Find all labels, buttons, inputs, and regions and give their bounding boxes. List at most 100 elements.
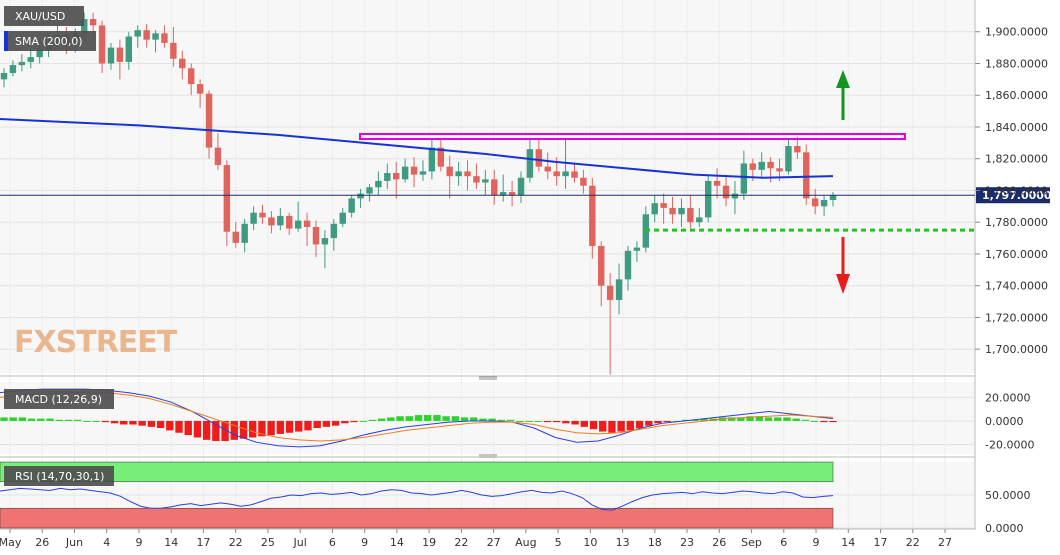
- candle-body: [107, 47, 115, 64]
- candle: [660, 193, 667, 224]
- x-tick-label: 9: [135, 536, 142, 549]
- candle-body: [81, 19, 88, 34]
- candle: [241, 219, 248, 253]
- sma-legend-label: SMA (200,0): [15, 35, 83, 48]
- rsi-line: [0, 487, 834, 511]
- candle-body: [437, 147, 444, 167]
- macd-bar: [322, 420, 331, 427]
- macd-panel: [0, 382, 975, 454]
- macd-bar: [562, 420, 570, 424]
- macd-bar: [405, 416, 413, 421]
- macd-bar: [552, 420, 561, 423]
- x-tick-label: 22: [454, 536, 468, 549]
- macd-bar: [295, 420, 303, 432]
- candle: [615, 263, 623, 315]
- candle-body: [161, 33, 168, 43]
- macd-bar: [792, 418, 800, 421]
- macd-bar: [0, 417, 8, 421]
- candle-body: [749, 163, 756, 170]
- x-tick-label: Aug: [515, 536, 536, 549]
- resize-handle[interactable]: [479, 376, 497, 380]
- macd-bar: [506, 419, 515, 421]
- candle: [205, 90, 213, 159]
- y-tick-label: 1,780.0000: [985, 216, 1048, 229]
- macd-bar: [645, 420, 653, 426]
- candle: [259, 204, 266, 224]
- x-tick-label: May: [0, 536, 22, 549]
- x-tick-label: Jul: [293, 536, 307, 549]
- macd-bar: [341, 420, 349, 424]
- candle: [535, 139, 543, 172]
- candle-body: [366, 187, 373, 194]
- candle-body: [455, 171, 462, 177]
- candle-body: [473, 176, 480, 183]
- macd-bar: [212, 420, 220, 442]
- candle: [18, 53, 26, 72]
- candle: [580, 169, 587, 194]
- candle-body: [259, 212, 266, 218]
- candle: [116, 39, 124, 80]
- macd-bar: [184, 420, 192, 436]
- candle: [633, 241, 641, 262]
- candle: [794, 136, 801, 159]
- x-tick-label: 5: [555, 536, 562, 549]
- x-tick-label: 14: [390, 536, 404, 549]
- macd-bar: [64, 419, 73, 421]
- candle-body: [704, 180, 712, 218]
- candle-body: [820, 199, 828, 207]
- macd-bar: [746, 416, 754, 421]
- candle-body: [0, 73, 8, 80]
- candle-body: [758, 161, 765, 170]
- macd-bar: [580, 420, 588, 427]
- candle-body: [286, 215, 293, 229]
- macd-legend-label: MACD (12,26,9): [15, 393, 102, 406]
- candle: [544, 152, 551, 180]
- candle: [571, 163, 578, 183]
- macd-bar: [764, 417, 773, 421]
- candle: [401, 158, 409, 183]
- macd-bar: [571, 420, 579, 425]
- candle-body: [713, 180, 721, 186]
- candle-body: [517, 177, 525, 196]
- candle: [740, 150, 748, 200]
- candle-body: [18, 61, 26, 66]
- candle-body: [580, 177, 587, 186]
- sma-legend-box[interactable]: [8, 31, 96, 51]
- x-axis-ticks: May 26 Jun 4 9 14 17 22 25 Jul 6 9 14 19 22 27 Aug 5 10 13 1…: [0, 529, 952, 549]
- macd-bar: [414, 415, 423, 421]
- price-tag-label: 1,797.0000: [982, 189, 1052, 202]
- macd-bar: [810, 420, 819, 422]
- macd-legend-box[interactable]: [4, 389, 114, 409]
- macd-bar: [267, 420, 275, 436]
- candle: [161, 25, 168, 48]
- rsi-legend-label: RSI (14,70,30,1): [15, 470, 104, 483]
- rsi-y-tick-label: 50.0000: [985, 489, 1031, 502]
- candle: [624, 246, 632, 291]
- candle-body: [232, 231, 239, 243]
- macd-bar: [626, 420, 635, 431]
- candle-body: [116, 47, 124, 62]
- candle: [562, 139, 569, 189]
- macd-bar: [166, 420, 174, 431]
- candle: [589, 177, 596, 259]
- x-tick-label: Sep: [741, 536, 762, 549]
- macd-bar: [193, 420, 202, 438]
- symbol-legend-box[interactable]: [4, 6, 84, 26]
- macd-bar: [239, 420, 248, 439]
- candle: [232, 222, 239, 248]
- candle: [419, 160, 427, 181]
- candle-body: [624, 250, 632, 280]
- macd-bar: [488, 418, 496, 421]
- candle-body: [491, 179, 498, 196]
- candle-body: [375, 180, 382, 188]
- candle-body: [223, 165, 231, 232]
- macd-bar: [230, 420, 238, 440]
- candle-body: [330, 223, 338, 239]
- rsi-legend-box[interactable]: [4, 466, 114, 486]
- candle-body: [615, 279, 623, 300]
- price-tag: [976, 187, 1050, 204]
- resize-handle[interactable]: [479, 454, 497, 458]
- watermark: FXSTREET: [14, 325, 178, 360]
- candle-body: [348, 198, 355, 213]
- macd-bar: [147, 420, 156, 427]
